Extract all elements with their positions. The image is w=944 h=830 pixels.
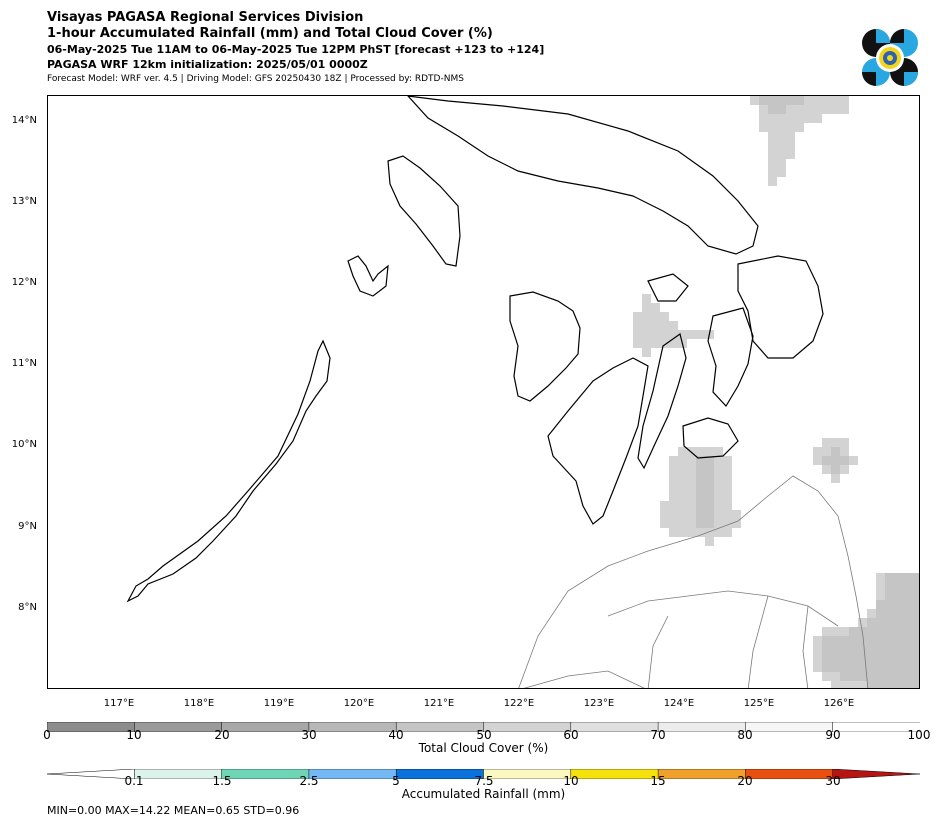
rain-over-triangle	[832, 768, 921, 780]
rain-tick: 2.5	[299, 774, 319, 788]
pagasa-logo	[860, 28, 920, 88]
lon-label-117: 117°E	[103, 698, 135, 709]
model-info: Forecast Model: WRF ver. 4.5 | Driving M…	[47, 74, 464, 84]
lon-label-125: 125°E	[743, 698, 775, 709]
rain-tick: 20	[737, 774, 753, 788]
negros-coast	[547, 357, 649, 525]
lon-label-124: 124°E	[663, 698, 695, 709]
statistics-line: MIN=0.00 MAX=14.22 MEAN=0.65 STD=0.96	[47, 804, 300, 817]
rain-tick: 0.1	[124, 774, 144, 788]
lon-label-122: 122°E	[503, 698, 535, 709]
masbate-coast	[647, 273, 689, 302]
mindanao-borders	[518, 475, 869, 688]
office-title: Visayas PAGASA Regional Services Divisio…	[47, 10, 364, 25]
lon-label-118: 118°E	[183, 698, 215, 709]
cloud-tick: 80	[737, 728, 753, 742]
cloud-cover-colorbar	[46, 717, 921, 736]
lon-label-120: 120°E	[343, 698, 375, 709]
rainfall-title: Accumulated Rainfall (mm)	[401, 787, 566, 801]
rain-tick: 15	[650, 774, 666, 788]
panay-coast	[509, 291, 581, 402]
lon-label-121: 121°E	[423, 698, 455, 709]
title-block: Visayas PAGASA Regional Services Divisio…	[47, 10, 544, 86]
lat-label-8: 8°N	[18, 602, 37, 613]
lat-label-12: 12°N	[11, 277, 37, 288]
samar-coast	[737, 255, 824, 359]
lat-label-11: 11°N	[11, 358, 37, 369]
cloud-tick: 50	[476, 728, 492, 742]
lon-label-126: 126°E	[823, 698, 855, 709]
rain-tick: 5	[392, 774, 400, 788]
bohol-coast	[682, 417, 739, 459]
map-canvas	[126, 96, 919, 688]
cebu-coast	[637, 333, 687, 470]
lat-label-14: 14°N	[11, 115, 37, 126]
cloud-tick: 60	[563, 728, 579, 742]
rainfall-swatches	[46, 768, 921, 780]
map-panel	[47, 95, 920, 689]
luzon-coast	[407, 96, 759, 255]
cloud-tick: 0	[43, 728, 51, 742]
lat-label-10: 10°N	[11, 439, 37, 450]
lat-label-9: 9°N	[18, 521, 37, 532]
cloud-tick: 40	[388, 728, 404, 742]
lon-label-119: 119°E	[263, 698, 295, 709]
leyte-coast	[707, 307, 754, 407]
palawan-coast	[126, 339, 331, 603]
cloud-tick: 100	[907, 728, 931, 742]
cloud-tick: 30	[301, 728, 317, 742]
calamian-coast	[347, 255, 389, 297]
rain-tick: 1.5	[212, 774, 232, 788]
mindoro-coast	[387, 155, 461, 267]
cloud-tick: 70	[650, 728, 666, 742]
cloud-rain-grid	[633, 96, 919, 688]
rain-tick: 10	[563, 774, 579, 788]
rain-tick: 30	[825, 774, 841, 788]
cloud-tick: 90	[825, 728, 841, 742]
product-title: 1-hour Accumulated Rainfall (mm) and Tot…	[47, 26, 493, 41]
valid-time: 06-May-2025 Tue 11AM to 06-May-2025 Tue …	[47, 43, 545, 56]
rainfall-colorbar	[46, 764, 921, 783]
lat-label-13: 13°N	[11, 196, 37, 207]
initialization-time: PAGASA WRF 12km initialization: 2025/05/…	[47, 58, 368, 71]
lon-label-123: 123°E	[583, 698, 615, 709]
cloud-tick: 20	[214, 728, 230, 742]
coastlines	[126, 96, 824, 603]
rain-tick: 7.5	[474, 774, 494, 788]
cloud-cover-title: Total Cloud Cover (%)	[418, 741, 549, 755]
cloud-tick: 10	[126, 728, 142, 742]
